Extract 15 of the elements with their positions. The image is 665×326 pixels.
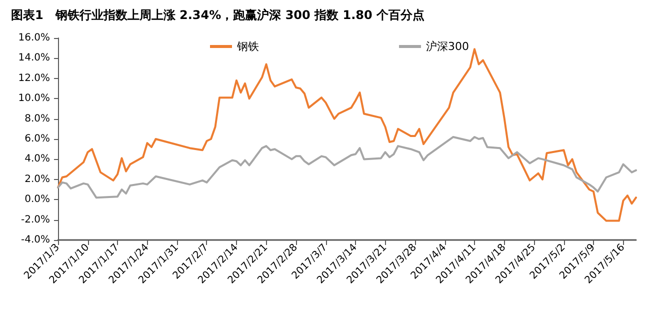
chart-title: 图表1 钢铁行业指数上周上涨 2.34%，跑赢沪深 300 指数 1.80 个百分点 (11, 8, 425, 22)
y-tick-label: 14.0% (18, 52, 50, 64)
y-tick-label: -2.0% (20, 214, 50, 226)
y-tick-label: 12.0% (18, 72, 50, 84)
line-series (57, 136, 637, 199)
y-tick-label: 0.0% (24, 194, 50, 206)
y-tick-label: -4.0% (20, 234, 50, 246)
legend-label: 沪深300 (426, 40, 469, 53)
y-tick-label: 10.0% (18, 93, 50, 104)
y-tick-label: 6.0% (24, 134, 50, 144)
legend-label: 钢铁 (236, 40, 259, 53)
y-tick-label: 4.0% (24, 154, 50, 165)
y-tick-label: 16.0% (18, 32, 50, 44)
y-tick-label: 2.0% (24, 174, 50, 185)
y-tick-label: 8.0% (24, 113, 50, 124)
